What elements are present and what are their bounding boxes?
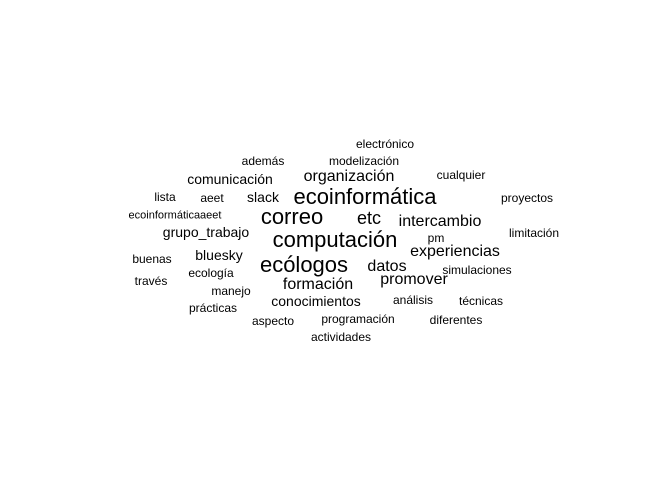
word-aeet: aeet	[200, 191, 224, 205]
word-bluesky: bluesky	[195, 247, 243, 263]
word-ecoinformatica: ecoinformática	[293, 184, 437, 209]
word-diferentes: diferentes	[429, 313, 483, 327]
word-programacion: programación	[321, 312, 395, 326]
word-organizacion: organización	[303, 168, 395, 185]
word-lista: lista	[154, 190, 176, 204]
word-simulaciones: simulaciones	[442, 263, 512, 277]
word-modelizacion: modelización	[328, 154, 400, 168]
word-aspecto: aspecto	[251, 314, 295, 328]
word-practicas: prácticas	[188, 301, 238, 315]
word-limitacion: limitación	[508, 226, 560, 240]
word-tecnicas: técnicas	[458, 294, 504, 308]
word-formacion: formación	[282, 276, 354, 293]
word-slack: slack	[247, 189, 279, 205]
word-etc: etc	[356, 208, 382, 228]
word-correo: correo	[260, 204, 324, 229]
word-experiencias: experiencias	[410, 243, 500, 260]
word-electronico: electrónico	[355, 137, 415, 151]
word-cualquier: cualquier	[436, 168, 486, 182]
word-ademas: además	[241, 154, 285, 168]
word-datos: datos	[367, 258, 407, 275]
word-ecologos: ecólogos	[259, 252, 349, 277]
word-computacion: computación	[272, 227, 398, 252]
word-analisis: análisis	[392, 293, 434, 307]
word-ecoinformaticaaeet: ecoinformáticaaeet	[128, 209, 222, 222]
word-comunicacion: comunicación	[187, 171, 273, 187]
word-intercambio: intercambio	[398, 213, 482, 230]
word-proyectos: proyectos	[500, 191, 554, 205]
word-conocimientos: conocimientos	[271, 293, 361, 309]
word-actividades: actividades	[310, 330, 372, 344]
word-pm: pm	[427, 231, 445, 245]
word-buenas: buenas	[132, 252, 172, 266]
word-traves: través	[134, 274, 168, 288]
word-grupo-trabajo: grupo_trabajo	[162, 224, 250, 240]
word-ecologia: ecología	[188, 266, 234, 280]
word-manejo: manejo	[211, 284, 251, 298]
word-promover: promover	[380, 271, 448, 288]
